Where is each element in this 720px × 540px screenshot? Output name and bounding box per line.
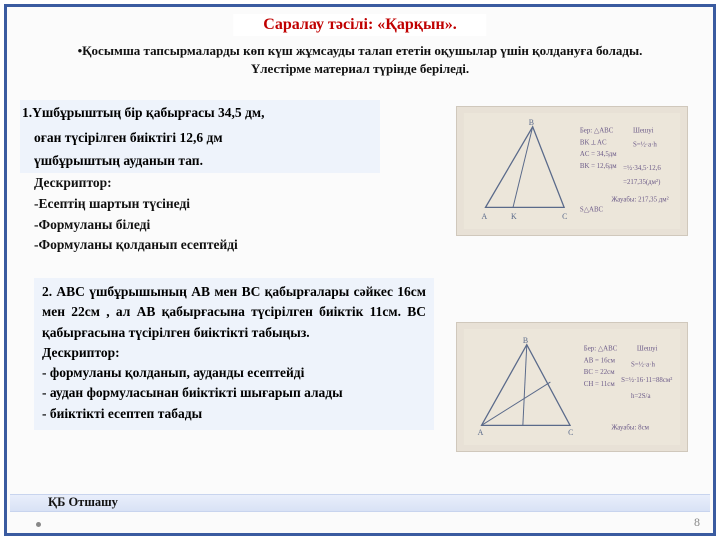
task1-line3: үшбұрыштың ауданын тап. xyxy=(20,150,380,173)
svg-text:B: B xyxy=(529,118,534,127)
triangle-sketch-2: A C B Бер: △ABC AB = 16см BC = 22см CH =… xyxy=(463,329,681,445)
task1-descriptors: Дескриптор: -Есептің шартын түсінеді -Фо… xyxy=(20,173,380,257)
triangle-sketch-1: A K C B Бер: △ABC BK ⟂ AC AC = 34,5дм BK… xyxy=(463,113,681,229)
svg-text:BK = 12,6дм: BK = 12,6дм xyxy=(580,163,617,170)
task2-desc-1: - формуланы қолданып, ауданды есептейді xyxy=(42,363,426,383)
page-number: 8 xyxy=(694,515,700,530)
svg-text:AB = 16см: AB = 16см xyxy=(584,357,616,364)
svg-text:CH = 11см: CH = 11см xyxy=(584,381,616,388)
task2-block: 2. АВС үшбұрышының АВ мен ВС қабырғалары… xyxy=(34,278,434,430)
task1-line1: 1.Үшбұрыштың бір қабырғасы 34,5 дм, xyxy=(20,100,380,127)
slide-frame xyxy=(4,4,716,536)
task1-line2: оған түсірілген биіктігі 12,6 дм xyxy=(20,127,380,150)
svg-text:S=½·a·h: S=½·a·h xyxy=(633,141,657,148)
task1-desc-1: -Есептің шартын түсінеді xyxy=(34,194,374,215)
svg-text:C: C xyxy=(562,212,567,221)
task2-image: A C B Бер: △ABC AB = 16см BC = 22см CH =… xyxy=(456,322,688,452)
svg-text:A: A xyxy=(478,428,484,437)
svg-text:=½·34,5·12,6: =½·34,5·12,6 xyxy=(623,165,661,172)
task1-desc-2: -Формуланы біледі xyxy=(34,215,374,236)
svg-text:h=2S/a: h=2S/a xyxy=(631,393,651,400)
footer-dot-icon xyxy=(36,522,41,527)
svg-text:Шешуі: Шешуі xyxy=(637,346,658,353)
svg-text:=217,35(дм²): =217,35(дм²) xyxy=(623,179,660,186)
svg-text:Жауабы: 8см: Жауабы: 8см xyxy=(611,424,649,431)
slide-title: Саралау тәсілі: «Қарқын». xyxy=(233,14,486,36)
svg-text:S=½·16·11=88см²: S=½·16·11=88см² xyxy=(621,377,672,384)
svg-text:C: C xyxy=(568,428,573,437)
svg-text:S△ABC: S△ABC xyxy=(580,206,604,213)
task1-block: 1.Үшбұрыштың бір қабырғасы 34,5 дм, оған… xyxy=(20,100,380,256)
svg-text:BK ⟂ AC: BK ⟂ AC xyxy=(580,139,607,146)
svg-text:BC = 22см: BC = 22см xyxy=(584,369,615,376)
svg-text:Жауабы: 217,35 дм²: Жауабы: 217,35 дм² xyxy=(611,196,668,203)
svg-text:Бер: △ABC: Бер: △ABC xyxy=(584,346,618,353)
svg-text:Шешуі: Шешуі xyxy=(633,128,654,135)
svg-text:A: A xyxy=(482,212,488,221)
task1-desc-3: -Формуланы қолданып есептейді xyxy=(34,235,374,256)
task1-image: A K C B Бер: △ABC BK ⟂ AC AC = 34,5дм BK… xyxy=(456,106,688,236)
task1-desc-title: Дескриптор: xyxy=(34,173,374,194)
footer-text: ҚБ Отшашу xyxy=(48,495,118,510)
svg-text:S=½·a·h: S=½·a·h xyxy=(631,361,655,368)
svg-text:Бер: △ABC: Бер: △ABC xyxy=(580,128,614,135)
task2-desc-title: Дескриптор: xyxy=(42,343,426,363)
task2-body: 2. АВС үшбұрышының АВ мен ВС қабырғалары… xyxy=(42,282,426,343)
task2-desc-3: - биіктікті есептеп табады xyxy=(42,404,426,424)
intro-text: •Қосымша тапсырмаларды көп күш жұмсауды … xyxy=(60,42,660,77)
svg-text:B: B xyxy=(523,336,528,345)
svg-text:K: K xyxy=(511,212,517,221)
task2-desc-2: - аудан формуласынан биіктікті шығарып а… xyxy=(42,383,426,403)
svg-text:AC = 34,5дм: AC = 34,5дм xyxy=(580,151,617,158)
